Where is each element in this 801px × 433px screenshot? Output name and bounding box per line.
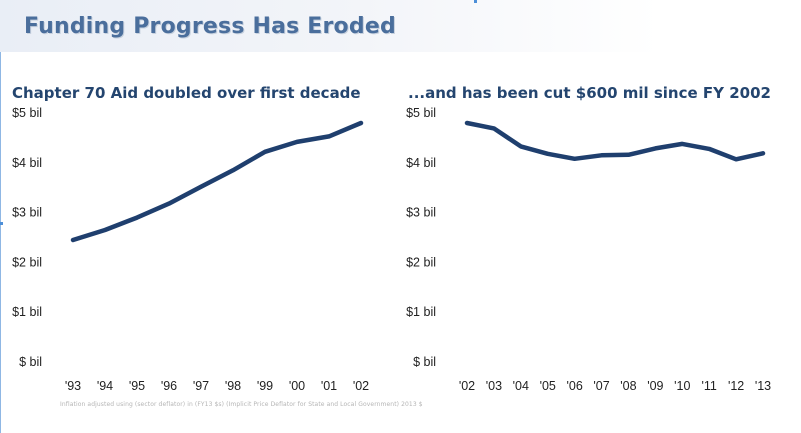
- left-y-tick-label: $4 bil: [12, 156, 42, 170]
- right-x-tick-label: '09: [647, 379, 663, 393]
- right-y-tick-label: $1 bil: [406, 305, 436, 319]
- right-x-tick-label: '12: [728, 379, 744, 393]
- left-y-tick-label: $1 bil: [12, 305, 42, 319]
- left-y-tick-label: $5 bil: [12, 106, 42, 120]
- left-x-tick-label: '99: [257, 379, 273, 393]
- right-y-tick-label: $5 bil: [406, 106, 436, 120]
- left-x-tick-label: '94: [97, 379, 113, 393]
- right-chart-title: ...and has been cut $600 mil since FY 20…: [408, 84, 771, 102]
- right-x-tick-label: '10: [674, 379, 690, 393]
- left-y-tick-label: $ bil: [19, 355, 42, 369]
- right-x-tick-label: '07: [593, 379, 609, 393]
- right-y-tick-label: $2 bil: [406, 255, 436, 269]
- right-x-tick-label: '05: [540, 379, 556, 393]
- right-x-tick-label: '02: [459, 379, 475, 393]
- right-x-tick-label: '06: [566, 379, 582, 393]
- left-chart-title: Chapter 70 Aid doubled over first decade: [12, 84, 361, 102]
- right-x-tick-label: '08: [620, 379, 636, 393]
- left-x-tick-label: '98: [225, 379, 241, 393]
- left-x-tick-label: '97: [193, 379, 209, 393]
- right-x-tick-label: '03: [486, 379, 502, 393]
- left-x-tick-label: '00: [289, 379, 305, 393]
- left-x-tick-label: '95: [129, 379, 145, 393]
- right-x-tick-label: '13: [755, 379, 771, 393]
- right-x-tick-label: '04: [513, 379, 529, 393]
- right-y-tick-label: $4 bil: [406, 156, 436, 170]
- right-series-line: [464, 120, 766, 162]
- left-series-line: [70, 120, 364, 243]
- left-x-tick-label: '01: [321, 379, 337, 393]
- left-y-tick-label: $2 bil: [12, 255, 42, 269]
- footnote: Inflation adjusted using (sector deflato…: [60, 401, 423, 408]
- left-x-tick-label: '96: [161, 379, 177, 393]
- title-band: [0, 0, 660, 52]
- edge-marker-left: [0, 222, 3, 225]
- right-x-tick-label: '11: [701, 379, 716, 393]
- slide-title: Funding Progress Has Eroded: [24, 14, 396, 39]
- right-y-tick-label: $3 bil: [406, 206, 436, 220]
- left-x-tick-label: '93: [65, 379, 81, 393]
- right-y-tick-label: $ bil: [413, 355, 436, 369]
- left-x-tick-label: '02: [353, 379, 369, 393]
- left-y-tick-label: $3 bil: [12, 206, 42, 220]
- edge-marker-top: [474, 0, 477, 3]
